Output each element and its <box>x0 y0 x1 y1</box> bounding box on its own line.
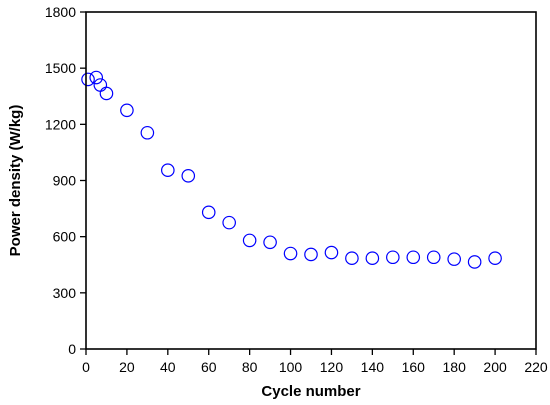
data-point <box>304 247 318 262</box>
y-axis-title: Power density (W/kg) <box>7 105 24 257</box>
y-tick-label: 600 <box>53 229 77 245</box>
y-tick-label: 300 <box>53 285 77 301</box>
data-point <box>99 86 114 101</box>
data-point <box>488 251 502 265</box>
x-tick-label: 40 <box>160 359 176 375</box>
y-tick-label: 1800 <box>45 4 76 20</box>
data-point <box>140 125 155 140</box>
data-point <box>181 169 196 183</box>
data-point <box>89 70 104 85</box>
data-point <box>161 163 175 178</box>
data-point <box>447 252 461 266</box>
x-tick-label: 20 <box>119 359 135 375</box>
data-point <box>81 72 95 87</box>
x-tick-label: 200 <box>483 359 507 375</box>
data-point <box>467 255 482 269</box>
x-axis: 0 20 40 60 80 100 120 140 160 180 200 220 <box>82 349 548 375</box>
data-point <box>406 250 421 265</box>
data-point <box>93 78 108 92</box>
x-tick-label: 160 <box>402 359 426 375</box>
x-tick-label: 100 <box>279 359 303 375</box>
x-tick-label: 180 <box>443 359 467 375</box>
data-points <box>81 70 502 269</box>
data-point <box>386 250 400 265</box>
x-tick-label: 220 <box>524 359 548 375</box>
x-tick-label: 60 <box>201 359 217 375</box>
plot-frame <box>85 11 537 350</box>
data-point <box>222 215 236 230</box>
x-tick-label: 120 <box>320 359 344 375</box>
x-tick-label: 140 <box>361 359 385 375</box>
data-point <box>426 250 441 265</box>
data-point <box>365 251 380 265</box>
y-tick-label: 1200 <box>45 116 76 132</box>
y-tick-label: 0 <box>68 341 76 357</box>
x-tick-label: 80 <box>242 359 258 375</box>
y-tick-label: 900 <box>53 173 77 189</box>
x-tick-label: 0 <box>82 359 90 375</box>
data-point <box>283 246 298 261</box>
x-axis-title: Cycle number <box>261 383 360 400</box>
data-point <box>324 245 339 260</box>
data-point <box>345 251 359 265</box>
y-tick-label: 1500 <box>45 60 76 76</box>
data-point <box>263 235 277 250</box>
data-point <box>120 103 134 118</box>
data-point <box>201 205 216 220</box>
data-point <box>242 233 257 248</box>
y-axis: 0 300 600 900 1200 1500 1800 <box>45 4 86 357</box>
